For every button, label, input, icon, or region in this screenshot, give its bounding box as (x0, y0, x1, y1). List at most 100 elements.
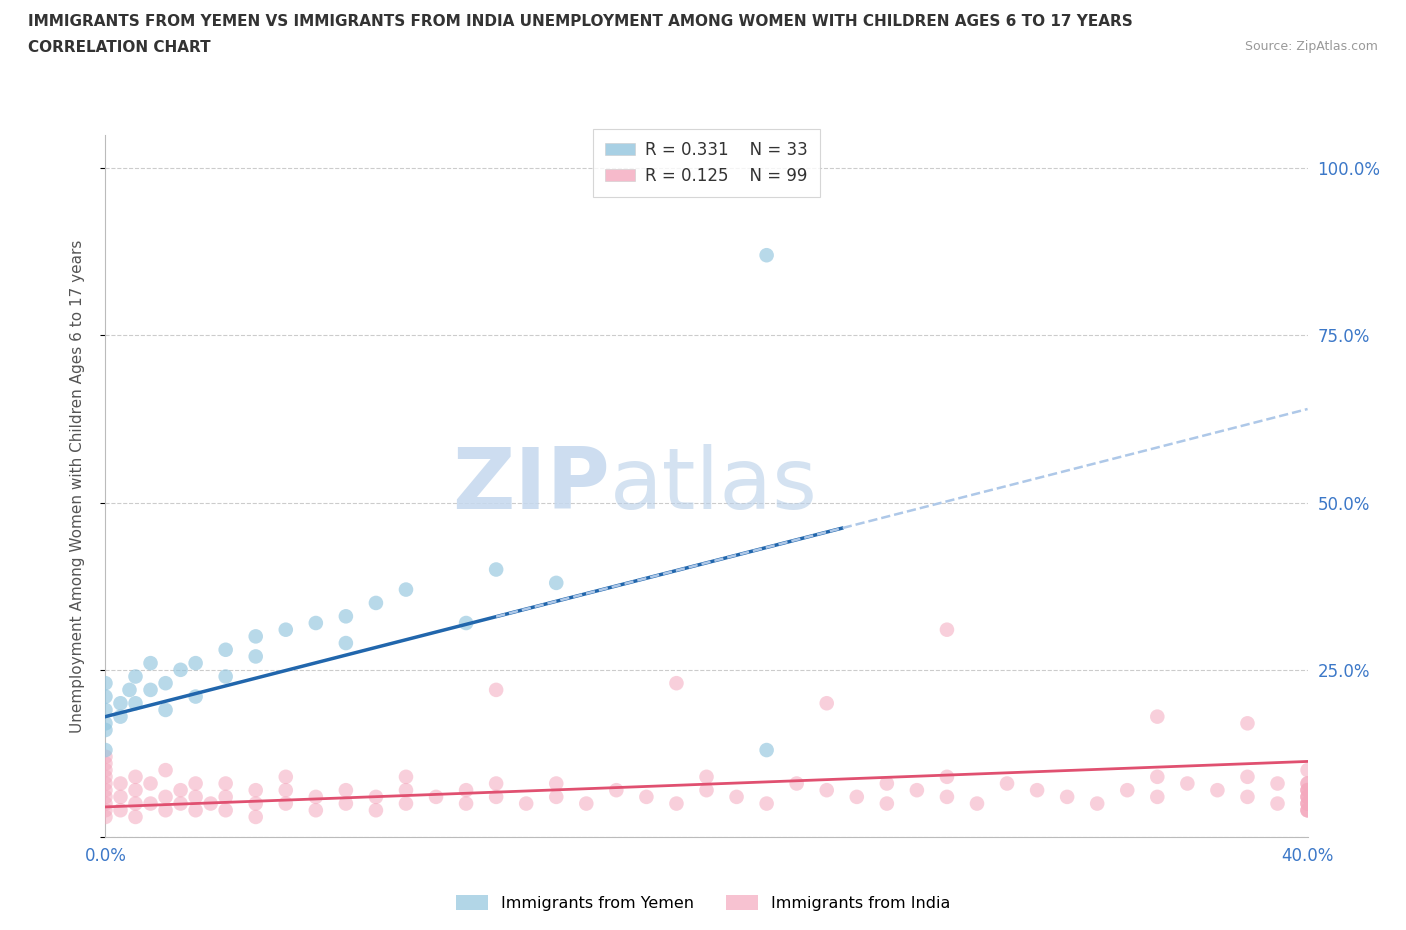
Point (94, 783, 117, 798)
Point (605, 783, 627, 798)
Point (395, 796, 418, 811)
Point (169, 796, 191, 811)
Point (335, 635, 357, 650)
Point (335, 796, 357, 811)
Point (110, 790, 132, 804)
Point (124, 796, 146, 811)
Point (94, 689, 117, 704)
Point (1296, 783, 1319, 798)
Point (1146, 710, 1168, 724)
Point (1296, 790, 1319, 804)
Point (155, 803, 177, 817)
Point (274, 796, 297, 811)
Point (485, 683, 508, 698)
Point (1267, 796, 1289, 811)
Point (725, 790, 748, 804)
Point (184, 656, 207, 671)
Point (335, 783, 357, 798)
Point (94, 809, 117, 824)
Point (1296, 803, 1319, 817)
Point (94, 790, 117, 804)
Point (184, 803, 207, 817)
Point (665, 796, 688, 811)
Point (110, 696, 132, 711)
Point (485, 776, 508, 790)
Point (1296, 776, 1319, 790)
Point (755, 247, 778, 262)
Point (936, 790, 959, 804)
Point (245, 796, 267, 811)
Text: atlas: atlas (610, 445, 818, 527)
Point (815, 783, 838, 798)
Point (94, 803, 117, 817)
Point (1026, 783, 1049, 798)
Point (1296, 803, 1319, 817)
Point (94, 723, 117, 737)
Point (94, 743, 117, 758)
Point (546, 776, 568, 790)
Point (245, 783, 267, 798)
Point (155, 790, 177, 804)
Point (110, 803, 132, 817)
Point (274, 622, 297, 637)
Point (755, 796, 778, 811)
Point (245, 809, 267, 824)
Point (665, 676, 688, 691)
Point (696, 783, 718, 798)
Point (1146, 790, 1168, 804)
Point (696, 769, 718, 784)
Point (124, 669, 146, 684)
Text: Source: ZipAtlas.com: Source: ZipAtlas.com (1244, 40, 1378, 53)
Point (1296, 790, 1319, 804)
Point (1146, 769, 1168, 784)
Point (395, 783, 418, 798)
Point (214, 790, 236, 804)
Point (1296, 796, 1319, 811)
Point (1116, 783, 1139, 798)
Point (575, 796, 598, 811)
Point (305, 616, 328, 631)
Point (94, 750, 117, 764)
Point (1296, 796, 1319, 811)
Point (169, 783, 191, 798)
Point (485, 790, 508, 804)
Point (1296, 796, 1319, 811)
Point (1267, 776, 1289, 790)
Point (139, 683, 162, 698)
Point (905, 783, 928, 798)
Point (124, 696, 146, 711)
Point (876, 776, 898, 790)
Point (139, 656, 162, 671)
Point (155, 763, 177, 777)
Point (1296, 803, 1319, 817)
Point (1236, 716, 1258, 731)
Point (184, 776, 207, 790)
Point (118, 683, 141, 698)
Point (274, 783, 297, 798)
Point (200, 796, 222, 811)
Point (94, 769, 117, 784)
Point (1085, 796, 1108, 811)
Point (364, 595, 387, 610)
Point (184, 689, 207, 704)
Point (139, 776, 162, 790)
Point (94, 776, 117, 790)
Point (1175, 776, 1198, 790)
Point (335, 609, 357, 624)
Point (636, 790, 658, 804)
Text: ZIP: ZIP (453, 445, 610, 527)
Point (485, 562, 508, 577)
Point (1296, 776, 1319, 790)
Y-axis label: Unemployment Among Women with Children Ages 6 to 17 years: Unemployment Among Women with Children A… (70, 239, 84, 733)
Point (425, 790, 447, 804)
Point (169, 662, 191, 677)
Point (214, 669, 236, 684)
Point (110, 776, 132, 790)
Point (966, 796, 988, 811)
Point (155, 676, 177, 691)
Point (1296, 783, 1319, 798)
Point (454, 616, 477, 631)
Point (274, 769, 297, 784)
Point (94, 676, 117, 691)
Point (936, 622, 959, 637)
